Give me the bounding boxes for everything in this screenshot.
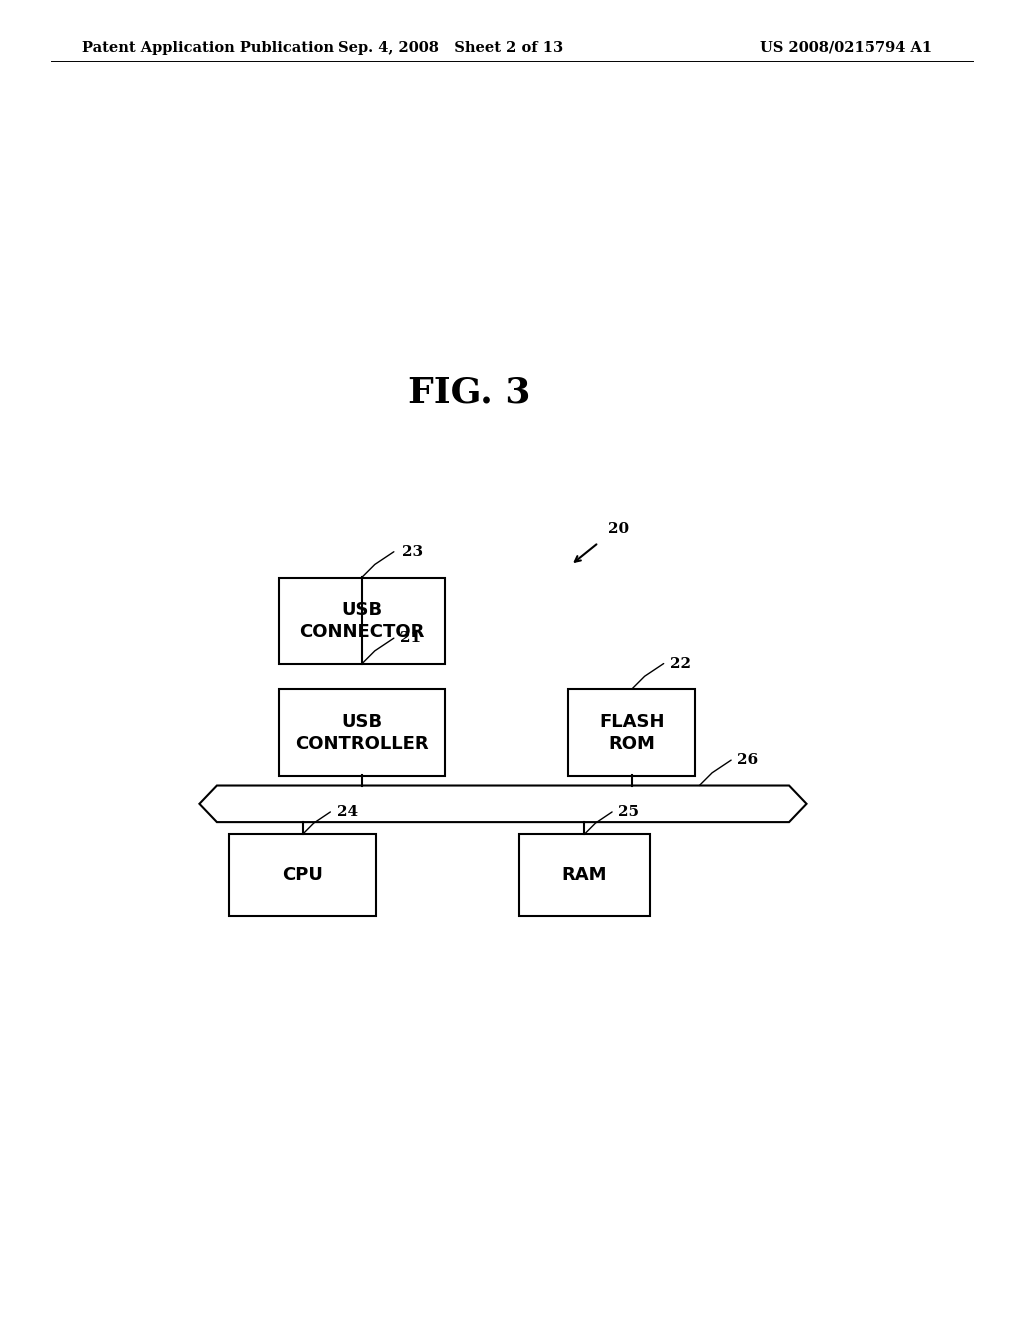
Bar xyxy=(519,834,650,916)
Text: US 2008/0215794 A1: US 2008/0215794 A1 xyxy=(760,41,932,54)
Text: RAM: RAM xyxy=(561,866,607,884)
Text: FLASH
ROM: FLASH ROM xyxy=(599,713,665,752)
Text: 25: 25 xyxy=(618,805,639,818)
Text: CPU: CPU xyxy=(283,866,323,884)
Text: USB
CONTROLLER: USB CONTROLLER xyxy=(295,713,429,752)
Polygon shape xyxy=(200,785,807,822)
Bar xyxy=(568,689,695,776)
Bar xyxy=(279,689,445,776)
Text: 23: 23 xyxy=(401,545,423,558)
Text: USB
CONNECTOR: USB CONNECTOR xyxy=(299,601,425,642)
Text: FIG. 3: FIG. 3 xyxy=(408,375,530,409)
Bar xyxy=(229,834,376,916)
Text: 22: 22 xyxy=(670,656,691,671)
Text: 24: 24 xyxy=(337,805,357,818)
Bar xyxy=(279,578,445,664)
Text: Sep. 4, 2008   Sheet 2 of 13: Sep. 4, 2008 Sheet 2 of 13 xyxy=(338,41,563,54)
Text: 21: 21 xyxy=(400,631,421,645)
Text: Patent Application Publication: Patent Application Publication xyxy=(82,41,334,54)
Text: 26: 26 xyxy=(737,754,759,767)
Text: 20: 20 xyxy=(608,523,630,536)
